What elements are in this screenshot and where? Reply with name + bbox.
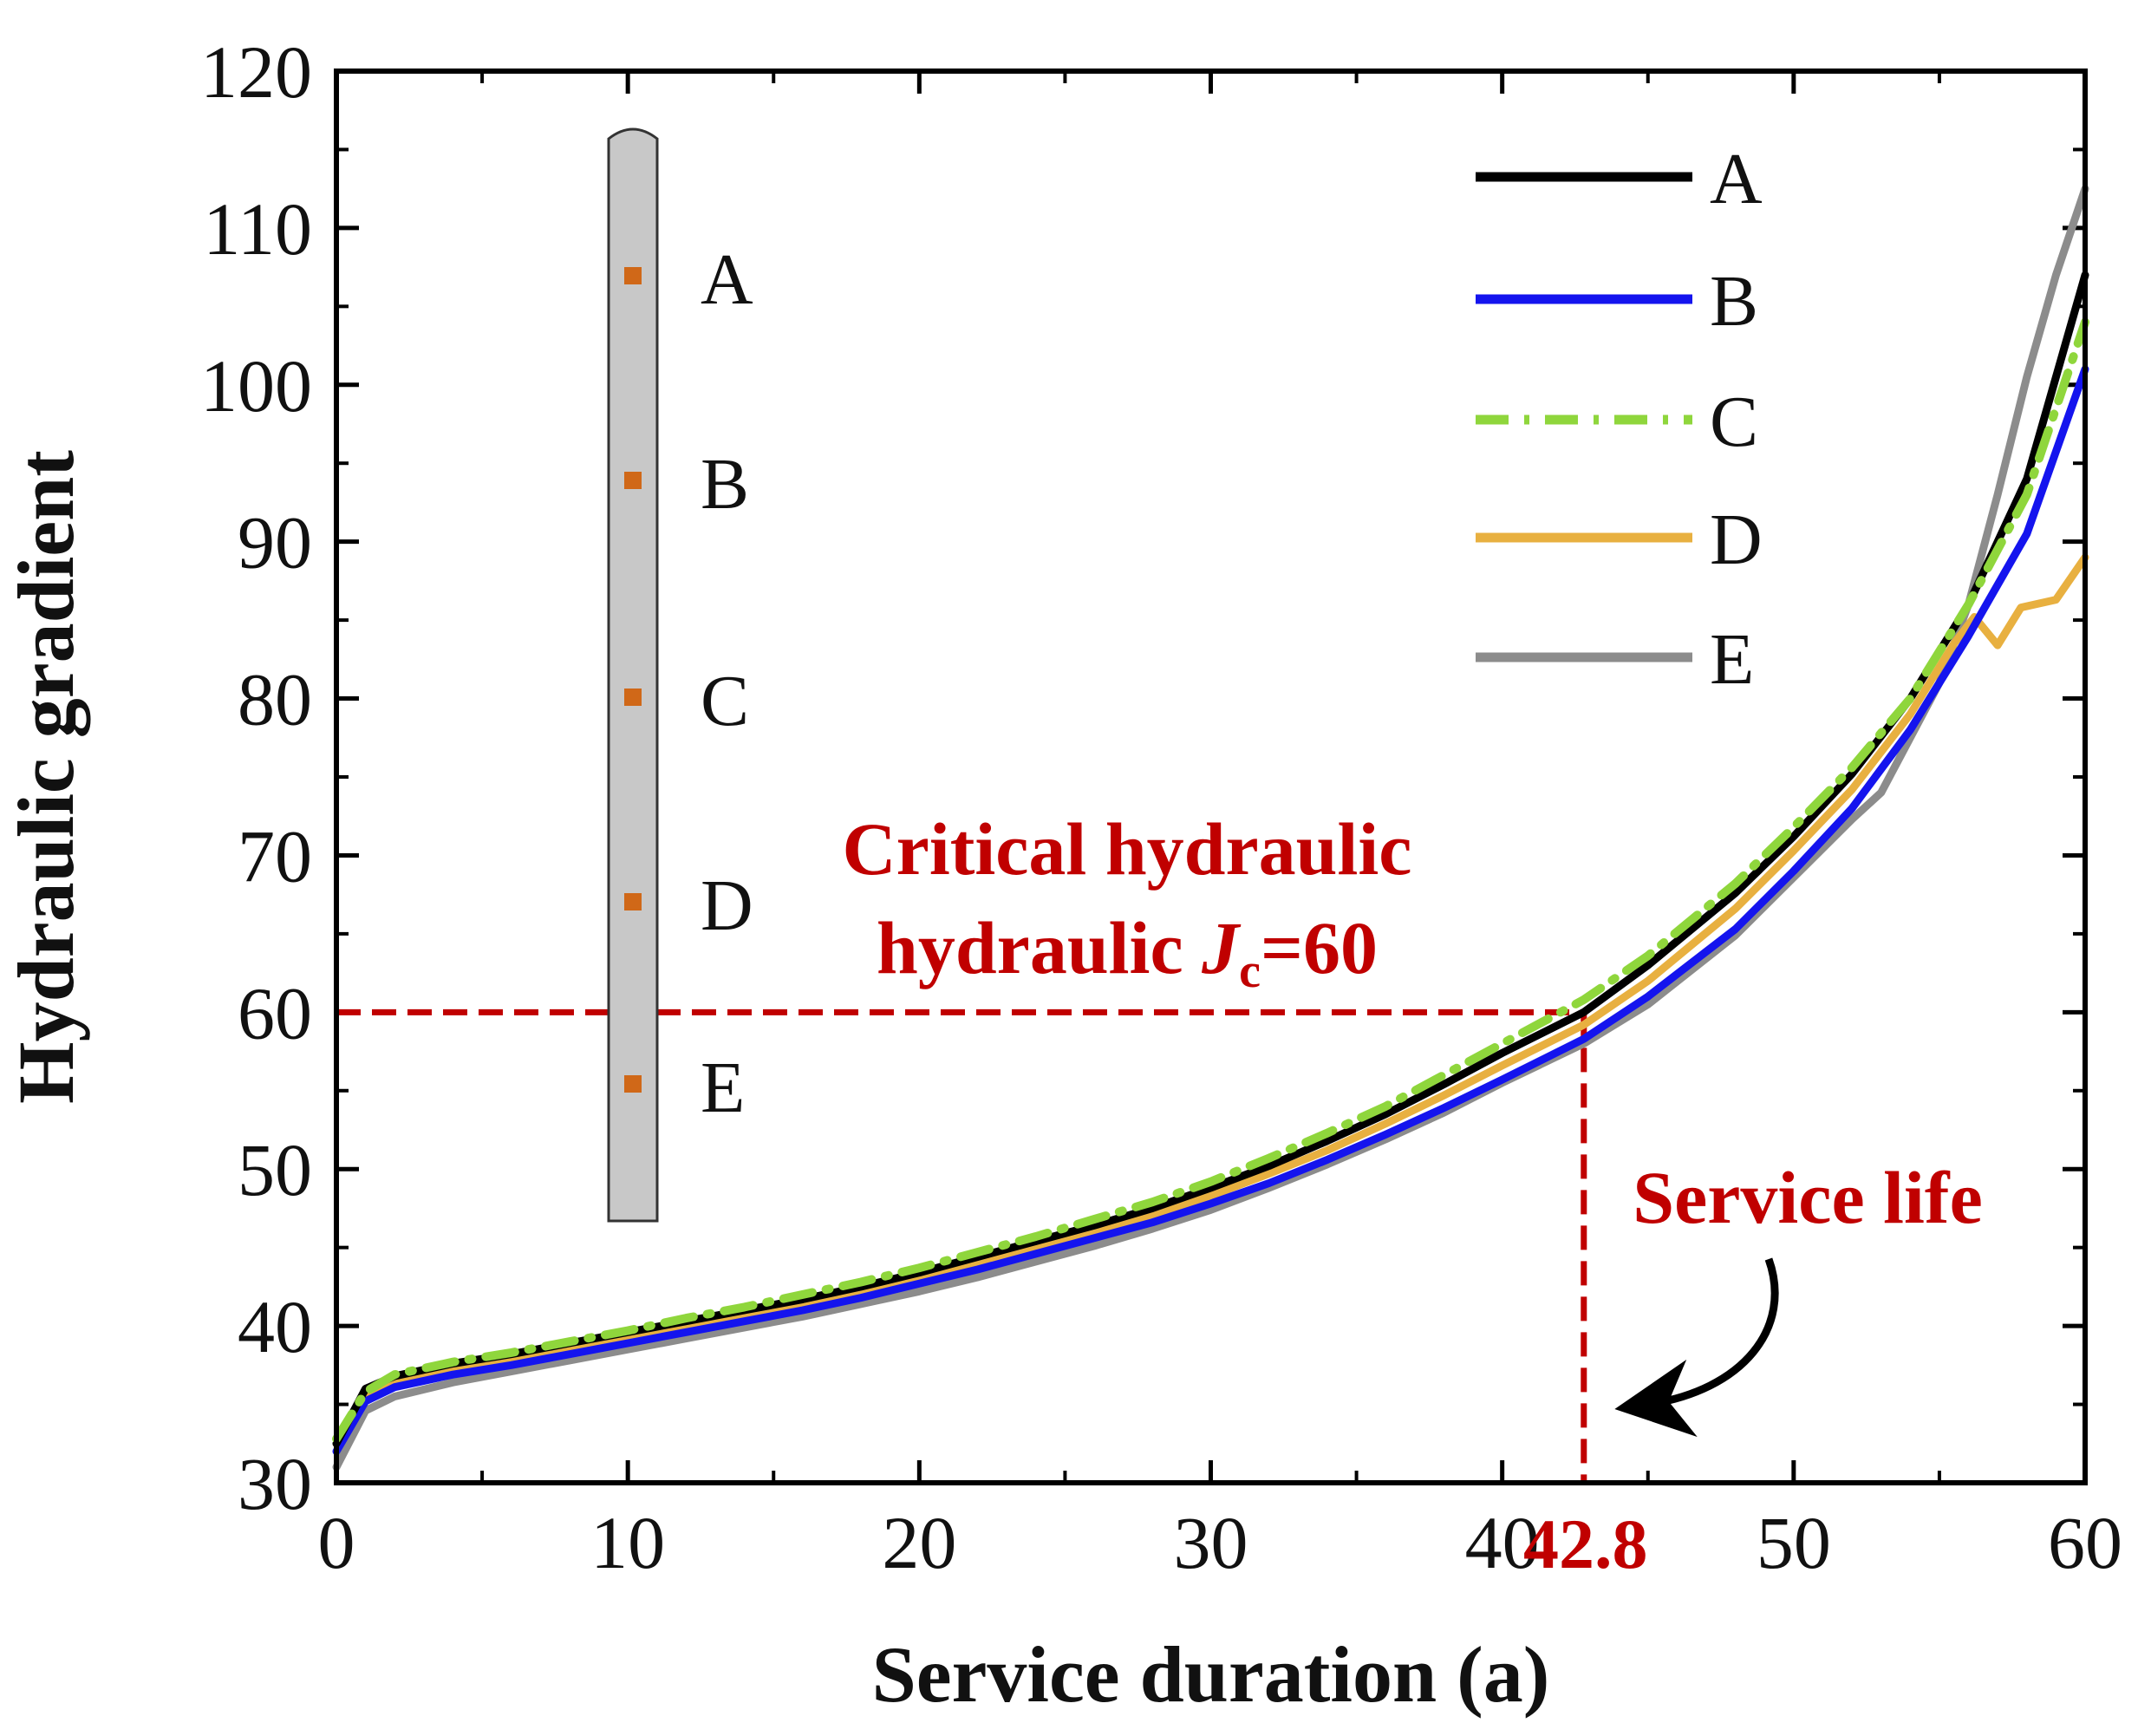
pile-point-label: D [701,865,753,946]
series-group [332,185,2089,1472]
critical-suffix: =60 [1261,906,1378,989]
pile-point-marker [624,689,642,706]
x-tick-label: 10 [590,1501,665,1584]
service-life-x-label: 42.8 [1523,1504,1648,1583]
legend-label-c: C [1710,382,1758,462]
y-tick-label: 70 [238,814,312,897]
y-tick-label: 100 [200,344,312,427]
service-life-arrow [1614,1257,1779,1438]
pile-point-label: E [701,1047,745,1128]
y-tick-label: 90 [238,501,312,584]
y-tick-label: 120 [200,30,312,114]
series-e-line [332,185,2089,1472]
pile-point-label: B [701,444,749,525]
series-b-line [332,365,2089,1456]
y-tick-label: 50 [238,1128,312,1211]
legend-label-b: B [1710,261,1758,342]
x-axis-title: Service duration (a) [872,1630,1550,1719]
y-tick-label: 80 [238,658,312,741]
critical-subscript: c [1239,944,1261,998]
critical-symbol: J [1201,906,1242,989]
series-c-line [332,317,2089,1444]
service-life-label: Service life [1633,1156,1983,1239]
annotation-group [336,1008,1779,1483]
critical-annotation-line-1: Critical hydraulic [843,807,1412,891]
series-d-line [332,553,2089,1448]
pile-point-marker [624,267,642,284]
pile-point-label: C [701,661,749,741]
legend-label-a: A [1710,139,1763,219]
y-axis-title: Hydraulic gradient [2,450,90,1104]
pile-point-marker [624,893,642,910]
y-tick-label: 40 [238,1285,312,1368]
pile-body [607,127,659,1223]
axes-group: 0 10 20 30 40 50 60 30 40 50 60 70 80 90 100 110 120 [200,30,2122,1584]
x-tick-label: 30 [1174,1501,1248,1584]
x-tick-label: 50 [1757,1501,1831,1584]
critical-prefix: hydraulic [877,906,1202,989]
x-tick-label: 40 [1465,1501,1540,1584]
x-tick-label: 60 [2048,1501,2122,1584]
pile-point-marker [624,1075,642,1093]
y-tick-label: 60 [238,971,312,1054]
y-tick-label: 110 [203,187,312,271]
x-tick-label: 20 [882,1501,956,1584]
legend-label-d: D [1710,499,1763,580]
critical-annotation-line-2: hydraulic Jc=60 [877,906,1378,998]
pile-point-marker [624,472,642,489]
x-tick-label: 0 [318,1501,355,1584]
y-tick-label: 30 [238,1442,312,1525]
pile-point-label: A [701,239,753,320]
pile-inset: A B C D E [607,127,753,1223]
legend-label-e: E [1710,619,1754,700]
plot-frame [334,69,2088,1485]
